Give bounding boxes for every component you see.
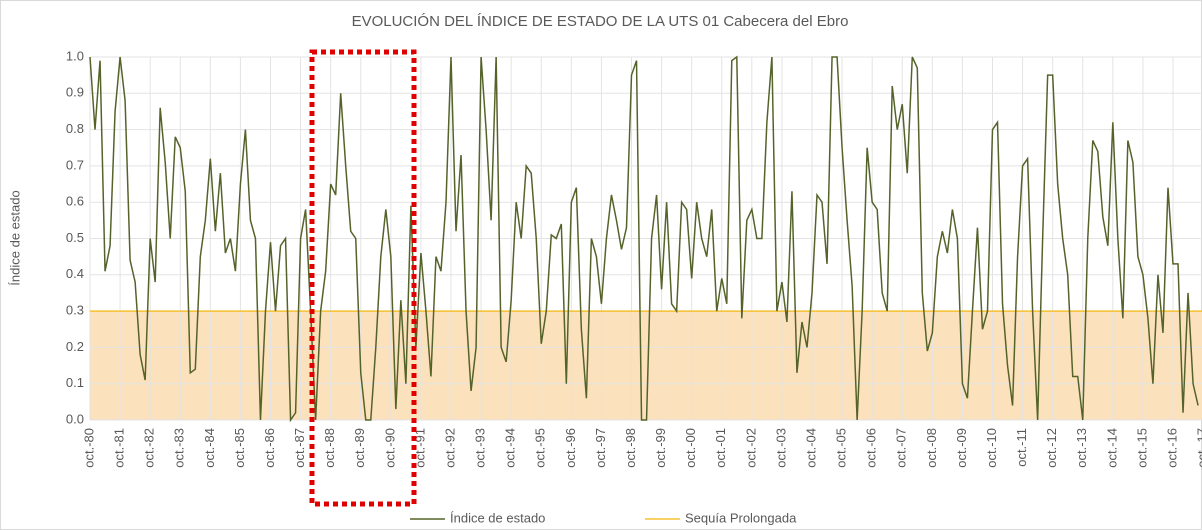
- y-tick-label: 0.0: [66, 411, 84, 426]
- y-tick-label: 1.0: [66, 48, 84, 63]
- x-tick-label: oct.-08: [924, 428, 939, 468]
- chart-title: EVOLUCIÓN DEL ÍNDICE DE ESTADO DE LA UTS…: [352, 13, 849, 30]
- x-tick-label: oct.-90: [382, 428, 397, 468]
- y-tick-label: 0.1: [66, 375, 84, 390]
- y-tick-label: 0.4: [66, 266, 84, 281]
- x-tick-label: oct.-86: [262, 428, 277, 468]
- x-tick-label: oct.-13: [1074, 428, 1089, 468]
- legend-label: Índice de estado: [450, 510, 545, 525]
- x-tick-label: oct.-07: [894, 428, 909, 468]
- x-tick-label: oct.-04: [803, 428, 818, 468]
- x-tick-label: oct.-11: [1014, 428, 1029, 467]
- x-tick-label: oct.-16: [1164, 428, 1179, 468]
- y-tick-label: 0.6: [66, 194, 84, 209]
- x-tick-label: oct.-05: [834, 428, 849, 468]
- x-tick-label: oct.-94: [503, 428, 518, 468]
- plot: 0.0 0.1 0.2 0.3 0.4 0.5 0.6 0.7 0.8 0.9 1.0 oct.-80…: [66, 48, 1202, 468]
- x-tick-label: oct.-89: [352, 428, 367, 468]
- x-tick-label: oct.-15: [1134, 428, 1149, 468]
- highlight-box: [309, 49, 417, 507]
- x-tick-label: oct.-81: [112, 428, 127, 468]
- x-tick-label: oct.-98: [623, 428, 638, 468]
- x-tick-label: oct.-09: [954, 428, 969, 468]
- x-tick-label: oct.-85: [232, 428, 247, 468]
- y-tick-label: 0.8: [66, 121, 84, 136]
- x-tick-label: oct.-01: [713, 428, 728, 468]
- x-tick-label: oct.-96: [563, 428, 578, 468]
- x-tick-label: oct.-87: [292, 428, 307, 468]
- x-tick-label: oct.-10: [984, 428, 999, 468]
- x-tick-label: oct.-88: [322, 428, 337, 468]
- y-axis-label: Índice de estado: [7, 190, 22, 285]
- y-tick-label: 0.7: [66, 157, 84, 172]
- x-tick-label: oct.-82: [142, 428, 157, 468]
- x-tick-label: oct.-93: [473, 428, 488, 468]
- x-tick-label: oct.-84: [202, 428, 217, 468]
- y-tick-label: 0.9: [66, 85, 84, 100]
- x-tick-label: oct.-06: [864, 428, 879, 468]
- legend-label: Sequía Prolongada: [685, 510, 797, 525]
- x-tick-label: oct.-83: [172, 428, 187, 468]
- threshold-area: [90, 311, 1202, 420]
- x-tick-label: oct.-17: [1195, 428, 1202, 468]
- series-line: [89, 55, 1199, 423]
- x-tick-label: oct.-12: [1044, 428, 1059, 468]
- x-tick-label: oct.-95: [533, 428, 548, 468]
- y-tick-label: 0.5: [66, 230, 84, 245]
- x-tick-label: oct.-03: [773, 428, 788, 468]
- x-tick-label: oct.-02: [743, 428, 758, 468]
- y-tick-label: 0.2: [66, 339, 84, 354]
- x-tick-label: oct.-80: [81, 428, 96, 468]
- x-tick-label: oct.-97: [593, 428, 608, 468]
- x-tick-label: oct.-00: [683, 428, 698, 468]
- x-tick-label: oct.-14: [1104, 428, 1119, 468]
- x-tick-label: oct.-99: [653, 428, 668, 468]
- x-tick-label: oct.-92: [442, 428, 457, 468]
- y-tick-label: 0.3: [66, 303, 84, 318]
